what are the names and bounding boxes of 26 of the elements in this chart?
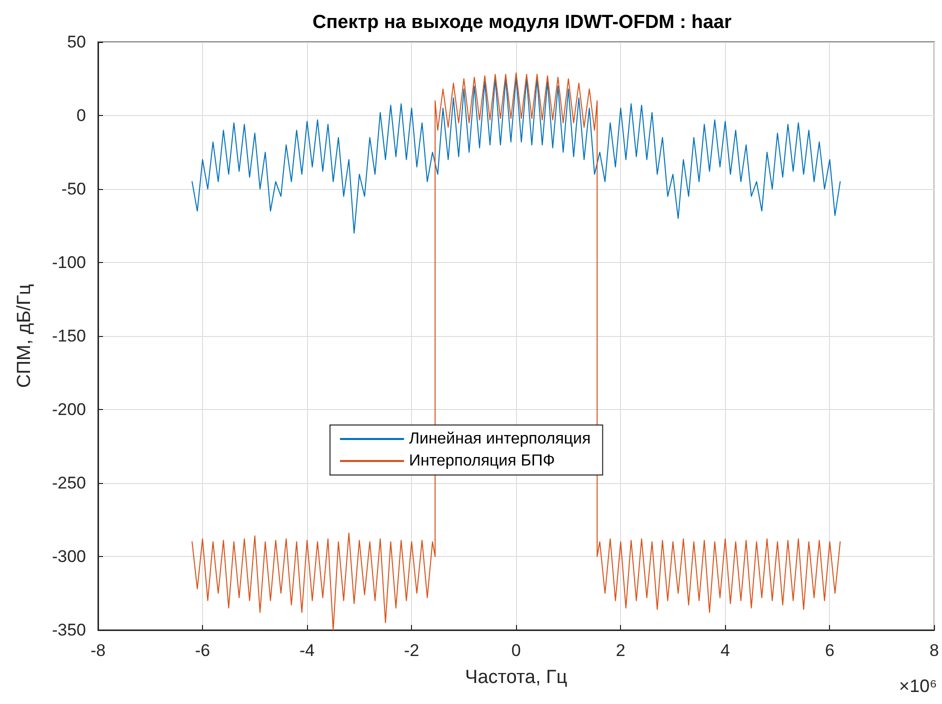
x-tick-label: -2 — [404, 641, 420, 660]
x-tick-label: -6 — [194, 641, 210, 660]
y-tick-label: -200 — [52, 400, 86, 419]
line-series — [192, 72, 841, 630]
x-tick-label: 6 — [825, 641, 834, 660]
y-tick-label: -50 — [61, 180, 86, 198]
x-axis-title: Частота, Гц — [465, 667, 568, 688]
y-tick-label: -250 — [52, 474, 86, 492]
x-tick-label: 8 — [930, 641, 940, 660]
y-tick-label: -350 — [52, 620, 86, 640]
x-tick-label: 2 — [616, 641, 626, 660]
x-tick-label: 4 — [720, 641, 730, 660]
y-tick-label: 0 — [76, 106, 86, 125]
y-tick-label: -300 — [52, 547, 86, 566]
y-tick-label: -150 — [52, 326, 86, 346]
legend-label: Линейная интерполяция — [409, 430, 591, 448]
y-axis-title: СПМ, дБ/Гц — [14, 284, 35, 388]
line-series — [192, 76, 841, 234]
x-tick-label: 0 — [511, 641, 521, 660]
text: ×10⁶ — [899, 676, 938, 696]
x-tick-label: -8 — [90, 641, 106, 660]
chart-title: Спектр на выходе модуля IDWT-OFDM : haar — [312, 12, 732, 33]
legend-label: Интерполяция БПФ — [409, 452, 555, 470]
x-tick-label: -4 — [300, 641, 315, 660]
y-tick-label: -100 — [52, 253, 86, 272]
y-tick-label: 50 — [67, 32, 86, 52]
